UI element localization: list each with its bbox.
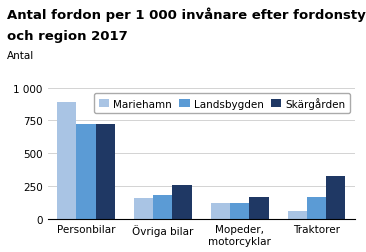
Bar: [76, 124, 96, 219]
Bar: [96, 124, 115, 219]
Bar: [153, 195, 172, 219]
Bar: [307, 197, 326, 219]
Bar: [326, 176, 346, 219]
Bar: [134, 198, 153, 219]
Text: Antal fordon per 1 000 invånare efter fordonstyp: Antal fordon per 1 000 invånare efter fo…: [7, 8, 366, 22]
Legend: Mariehamn, Landsbygden, Skärgården: Mariehamn, Landsbygden, Skärgården: [94, 93, 350, 114]
Text: Antal: Antal: [7, 50, 34, 60]
Bar: [230, 204, 249, 219]
Bar: [57, 103, 76, 219]
Bar: [288, 211, 307, 219]
Bar: [172, 185, 192, 219]
Bar: [249, 197, 269, 219]
Text: och region 2017: och region 2017: [7, 30, 128, 43]
Bar: [211, 204, 230, 219]
